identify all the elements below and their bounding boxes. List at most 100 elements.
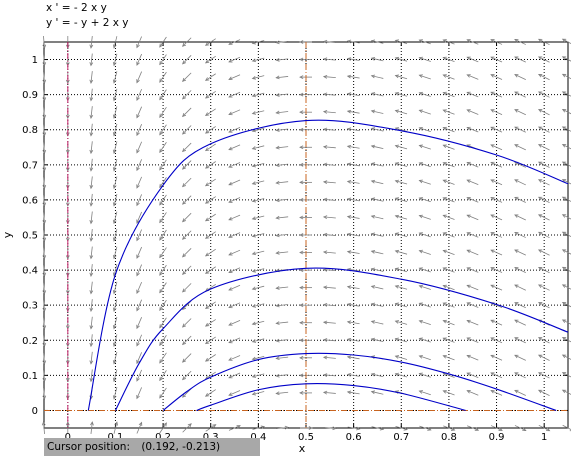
direction-arrow [204, 266, 216, 274]
direction-arrow [228, 197, 241, 203]
arrow-shaft [43, 386, 45, 399]
direction-arrow [136, 71, 143, 84]
direction-arrow [418, 74, 431, 80]
arrow-shaft [159, 264, 167, 276]
arrow-shaft [205, 196, 216, 204]
direction-arrow [394, 320, 408, 325]
arrow-head [466, 109, 471, 113]
direction-arrow [204, 319, 216, 327]
arrow-shaft [113, 141, 118, 154]
direction-arrow [89, 264, 94, 277]
arrow-shaft [159, 387, 167, 399]
arrow-shaft [443, 57, 455, 63]
direction-arrow [299, 303, 312, 308]
arrow-head [561, 266, 567, 271]
arrow-head [299, 320, 304, 325]
arrow-shaft [562, 126, 571, 132]
arrow-head [442, 179, 447, 184]
direction-arrow [204, 248, 216, 257]
arrow-head [136, 96, 140, 101]
direction-arrow [159, 247, 167, 259]
direction-arrow [490, 354, 503, 361]
direction-arrow [418, 91, 431, 97]
direction-arrow [394, 39, 408, 45]
direction-arrow [370, 285, 384, 290]
arrow-head [136, 131, 140, 137]
arrow-head [442, 56, 447, 61]
arrow-head [418, 284, 423, 289]
arrow-shaft [43, 211, 45, 224]
direction-arrow [136, 369, 143, 382]
direction-arrow [275, 128, 289, 132]
arrow-head [514, 196, 519, 201]
arrow-shaft [419, 109, 431, 115]
arrow-head [514, 267, 519, 271]
arrow-head [370, 92, 376, 96]
arrow-head [418, 337, 423, 342]
direction-arrow [466, 126, 479, 133]
arrow-head [228, 216, 233, 221]
arrow-head [490, 196, 495, 201]
direction-arrow [275, 251, 289, 255]
arrow-shaft [159, 370, 167, 381]
arrow-head [251, 251, 257, 256]
arrow-shaft [347, 198, 360, 202]
direction-arrow [561, 179, 571, 185]
direction-arrow [322, 180, 336, 184]
arrow-shaft [395, 162, 408, 167]
arrow-head [182, 235, 187, 240]
arrow-shaft [443, 197, 455, 203]
arrow-shaft [182, 248, 192, 258]
arrow-shaft [443, 285, 455, 291]
direction-arrow [204, 161, 216, 169]
arrow-head [228, 374, 233, 379]
arrow-head [182, 376, 187, 381]
arrow-shaft [467, 320, 479, 326]
arrow-head [182, 393, 187, 398]
arrow-head [65, 342, 70, 348]
arrow-head [418, 390, 423, 394]
arrow-shaft [419, 337, 431, 343]
direction-arrow [112, 53, 118, 67]
arrow-head [136, 61, 140, 66]
direction-arrow [204, 389, 216, 397]
direction-arrow [561, 56, 571, 62]
arrow-head [442, 74, 447, 78]
direction-arrow [41, 421, 46, 435]
arrow-head [442, 39, 447, 43]
arrow-shaft [205, 73, 216, 81]
arrow-shaft [562, 284, 571, 290]
arrow-head [498, 427, 503, 431]
arrow-head [42, 325, 47, 330]
arrow-head [112, 114, 117, 119]
arrow-shaft [43, 334, 45, 347]
arrow-shaft [159, 352, 167, 364]
direction-arrow [346, 232, 360, 237]
arrow-head [275, 40, 280, 45]
direction-arrow [561, 337, 571, 343]
direction-arrow [112, 176, 118, 190]
arrow-shaft [562, 354, 571, 360]
arrow-head [275, 163, 280, 168]
arrow-head [561, 249, 567, 253]
arrow-head [418, 302, 423, 307]
direction-arrow [228, 56, 241, 63]
direction-arrow [89, 176, 94, 190]
arrow-head [514, 249, 519, 253]
direction-arrow [418, 39, 431, 45]
arrow-shaft [205, 161, 216, 169]
arrow-shaft [228, 74, 241, 80]
arrow-head [346, 109, 352, 114]
arrow-shaft [514, 319, 526, 326]
direction-arrow [136, 264, 143, 277]
arrow-head [112, 237, 117, 242]
arrow-shaft [182, 72, 192, 82]
direction-arrow [42, 141, 47, 155]
direction-arrow [322, 127, 336, 132]
direction-arrow [89, 211, 94, 225]
direction-arrow [228, 390, 241, 396]
direction-arrow [442, 232, 455, 238]
direction-arrow [275, 233, 289, 238]
arrow-head [299, 303, 304, 308]
